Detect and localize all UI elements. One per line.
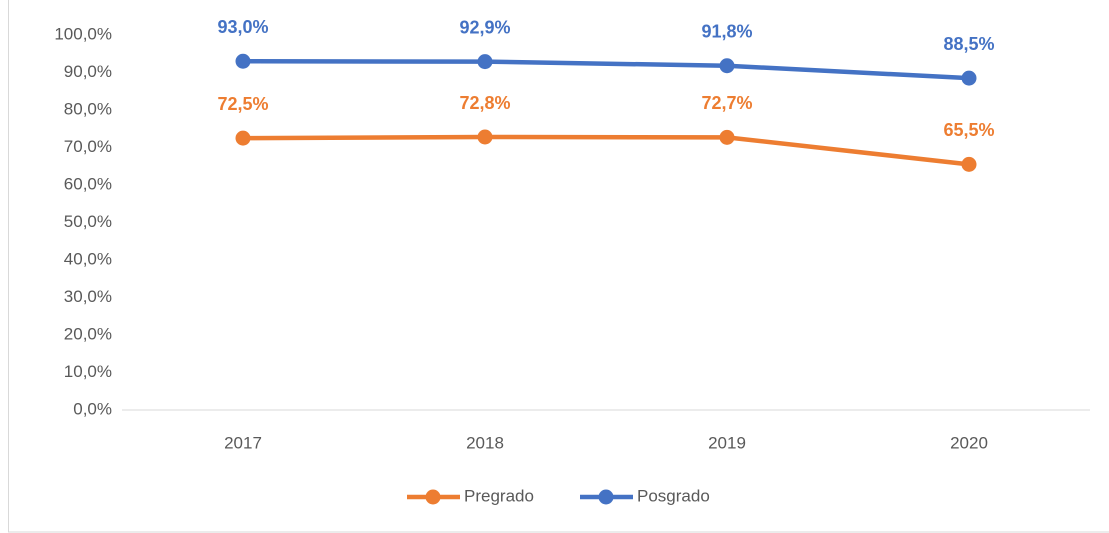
data-label: 72,5% (217, 94, 268, 114)
y-tick-label: 80,0% (64, 99, 112, 118)
y-tick-label: 0,0% (73, 399, 112, 418)
marker (235, 130, 251, 146)
y-tick-label: 60,0% (64, 174, 112, 193)
data-label: 93,0% (217, 17, 268, 37)
marker (961, 156, 977, 172)
data-label: 92,9% (459, 17, 510, 37)
series-line (242, 134, 970, 167)
y-tick-label: 90,0% (64, 62, 112, 81)
x-tick-label: 2018 (466, 433, 504, 452)
legend-label: Posgrado (637, 486, 710, 505)
data-label: 91,8% (701, 22, 752, 42)
y-tick-label: 100,0% (54, 24, 112, 43)
chart-frame (8, 0, 1109, 533)
data-label: 72,7% (701, 93, 752, 113)
marker (477, 129, 493, 145)
legend-marker (425, 489, 441, 505)
y-tick-label: 40,0% (64, 249, 112, 268)
marker (719, 129, 735, 145)
y-tick-label: 50,0% (64, 212, 112, 231)
y-tick-label: 70,0% (64, 137, 112, 156)
x-tick-label: 2020 (950, 433, 988, 452)
data-label: 88,5% (943, 34, 994, 54)
marker (961, 70, 977, 86)
x-tick-label: 2017 (224, 433, 262, 452)
marker (719, 58, 735, 74)
y-tick-label: 20,0% (64, 324, 112, 343)
series-line (242, 59, 970, 81)
legend-label: Pregrado (464, 486, 534, 505)
y-tick-label: 10,0% (64, 362, 112, 381)
marker (235, 53, 251, 69)
data-label: 72,8% (459, 93, 510, 113)
marker (477, 54, 493, 70)
legend-marker (598, 489, 614, 505)
x-tick-label: 2019 (708, 433, 746, 452)
y-tick-label: 30,0% (64, 287, 112, 306)
data-label: 65,5% (943, 120, 994, 140)
